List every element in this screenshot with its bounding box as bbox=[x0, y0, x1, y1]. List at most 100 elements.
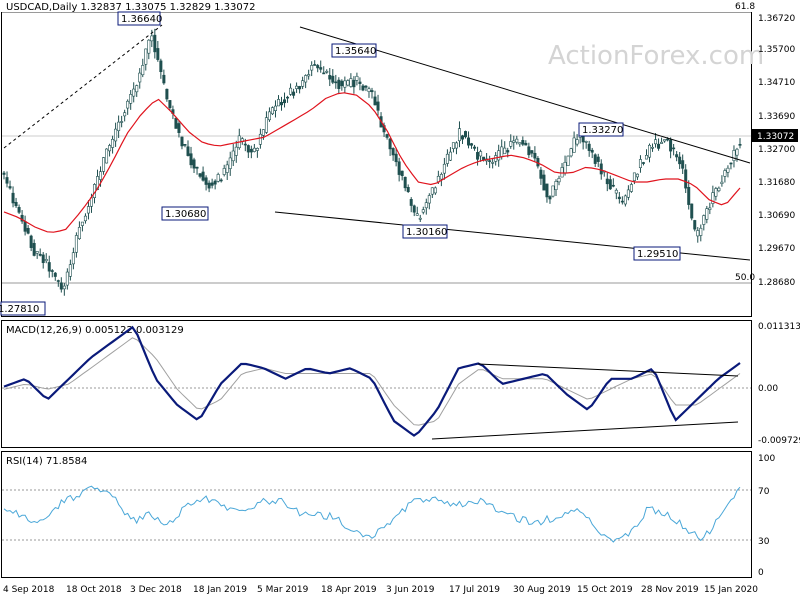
candle-body bbox=[219, 179, 223, 182]
candle-body bbox=[533, 152, 537, 159]
candle-body bbox=[551, 185, 555, 197]
candle-body bbox=[108, 145, 112, 152]
x-tick: 18 Jan 2019 bbox=[193, 585, 247, 595]
candle-body bbox=[448, 151, 452, 161]
macd-line bbox=[3, 325, 741, 437]
candle-body bbox=[310, 65, 314, 71]
x-tick: 4 Sep 2018 bbox=[3, 585, 55, 595]
price-panel-frame bbox=[1, 12, 752, 317]
candle-body bbox=[5, 177, 9, 184]
candle-body bbox=[168, 100, 172, 109]
candle-body bbox=[255, 148, 259, 151]
candle-body bbox=[159, 60, 163, 73]
candle-body bbox=[503, 147, 507, 155]
candle-body bbox=[207, 182, 211, 189]
candle-body bbox=[231, 150, 235, 162]
candle-body bbox=[20, 214, 24, 222]
candle-body bbox=[11, 192, 15, 204]
candle-body bbox=[584, 141, 588, 143]
candle-body bbox=[735, 148, 739, 156]
candle-body bbox=[509, 141, 513, 147]
candle-body bbox=[527, 146, 531, 156]
candle-body bbox=[80, 221, 84, 226]
candle-body bbox=[442, 163, 446, 174]
x-tick: 15 Oct 2019 bbox=[577, 585, 633, 595]
annotation-133270: 1.33270 bbox=[578, 122, 624, 137]
x-tick: 18 Apr 2019 bbox=[321, 585, 377, 595]
candle-body bbox=[614, 189, 618, 194]
x-tick: 3 Jun 2019 bbox=[386, 585, 435, 595]
annotation-127810: 1.27810 bbox=[0, 301, 46, 316]
annotation-text: 1.30680 bbox=[165, 209, 206, 220]
candle-body bbox=[403, 176, 407, 189]
y-tick: 1.28680 bbox=[758, 278, 795, 288]
x-tick: 3 Dec 2018 bbox=[130, 585, 182, 595]
candle-body bbox=[26, 227, 30, 234]
candle-body bbox=[198, 173, 202, 177]
candle-body bbox=[62, 285, 66, 290]
x-tick: 17 Jul 2019 bbox=[449, 585, 500, 595]
candle-body bbox=[77, 227, 81, 240]
candle-body bbox=[418, 217, 422, 220]
candle-body bbox=[476, 151, 480, 160]
candle-body bbox=[648, 144, 652, 158]
candle-body bbox=[388, 138, 392, 150]
candle-body bbox=[304, 75, 308, 83]
y-tick: 1.35700 bbox=[758, 45, 795, 55]
candle-body bbox=[319, 67, 323, 70]
candle-body bbox=[2, 172, 6, 175]
watermark: ActionForex.com bbox=[548, 41, 764, 71]
candle-body bbox=[174, 117, 178, 129]
candle-body bbox=[373, 96, 377, 106]
candle-body bbox=[575, 139, 579, 145]
candle-body bbox=[123, 112, 127, 117]
candle-body bbox=[678, 156, 682, 165]
candle-body bbox=[711, 192, 715, 204]
current-price-label: 1.33072 bbox=[757, 132, 794, 142]
candle-body bbox=[572, 137, 576, 153]
candle-body bbox=[587, 143, 591, 151]
candle-body bbox=[569, 148, 573, 157]
candle-body bbox=[346, 80, 350, 86]
candle-body bbox=[608, 179, 612, 190]
candle-body bbox=[352, 79, 356, 88]
candle-body bbox=[657, 143, 661, 149]
candle-body bbox=[611, 184, 615, 187]
x-tick: 28 Nov 2019 bbox=[641, 585, 699, 595]
candle-body bbox=[17, 207, 21, 213]
macd-header: MACD(12,26,9) 0.005122 0.003129 bbox=[6, 325, 184, 336]
candle-body bbox=[732, 150, 736, 161]
candle-body bbox=[234, 146, 238, 156]
candle-body bbox=[246, 145, 250, 153]
candle-body bbox=[644, 155, 648, 160]
candle-body bbox=[367, 88, 371, 92]
candle-body bbox=[50, 270, 54, 272]
annotation-text: 1.33270 bbox=[582, 125, 623, 136]
candle-body bbox=[708, 207, 712, 210]
candle-body bbox=[295, 85, 299, 89]
candle-body bbox=[325, 70, 329, 73]
candle-body bbox=[693, 220, 697, 230]
annotation-text: 1.35640 bbox=[335, 46, 376, 57]
candle-body bbox=[83, 215, 87, 222]
annotation-text: 1.29510 bbox=[637, 249, 678, 260]
candle-body bbox=[313, 64, 317, 66]
y-tick: 1.29670 bbox=[758, 244, 795, 254]
candle-body bbox=[491, 162, 495, 164]
macd-upper-trendline bbox=[477, 363, 739, 377]
candle-body bbox=[675, 154, 679, 158]
candle-body bbox=[479, 151, 483, 157]
candle-body bbox=[53, 272, 57, 277]
candle-body bbox=[460, 135, 464, 140]
candle-body bbox=[14, 201, 18, 207]
candle-body bbox=[406, 187, 410, 192]
fib-500-label: 50.0 bbox=[735, 273, 755, 283]
candle-body bbox=[189, 153, 193, 166]
candle-body bbox=[114, 128, 118, 142]
candle-body bbox=[316, 65, 320, 69]
candle-body bbox=[135, 85, 139, 93]
candle-body bbox=[430, 187, 434, 195]
candle-body bbox=[681, 160, 685, 169]
candle-body bbox=[177, 123, 181, 134]
